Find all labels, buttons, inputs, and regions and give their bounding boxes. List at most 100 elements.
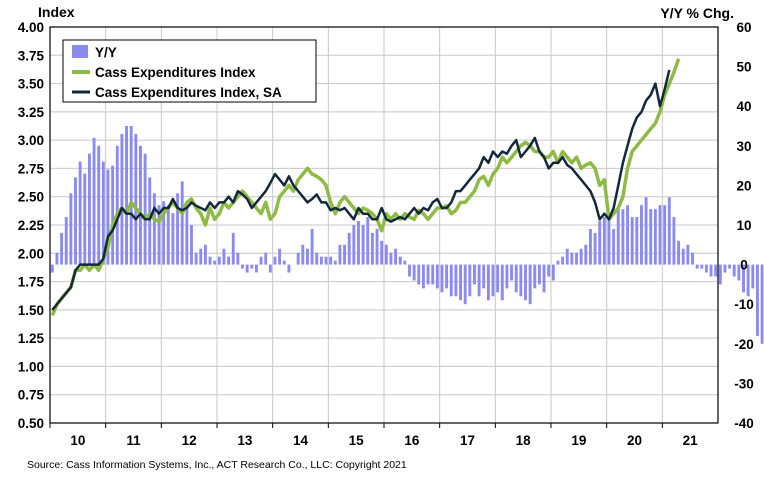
yy-bar	[310, 228, 314, 265]
yy-bar	[199, 248, 203, 265]
yy-bar	[653, 209, 657, 265]
yy-bar	[357, 221, 360, 265]
yy-bar	[370, 232, 374, 265]
yy-bar	[329, 256, 333, 265]
left-tick-label: 3.00	[18, 133, 44, 148]
x-tick-label: 15	[349, 433, 365, 448]
yy-bar	[227, 256, 231, 265]
right-tick-label: -30	[734, 376, 754, 391]
yy-bar	[403, 260, 407, 265]
yy-bar	[157, 205, 161, 265]
cass-index-line	[50, 58, 681, 317]
yy-bar	[92, 137, 96, 265]
yy-bar	[630, 217, 634, 265]
yy-bar	[343, 244, 347, 265]
yy-bar	[723, 264, 727, 273]
yy-bar	[514, 264, 518, 293]
yy-bar	[366, 217, 370, 265]
yy-bar	[74, 177, 77, 265]
yy-bar	[185, 205, 189, 265]
yy-bars	[50, 126, 764, 344]
yy-bar	[500, 264, 504, 301]
yy-bar	[658, 205, 662, 265]
x-tick-label: 12	[182, 433, 197, 448]
cass-index-sa-line	[51, 69, 671, 311]
right-tick-label: -40	[734, 416, 754, 431]
yy-bar	[760, 264, 764, 344]
left-tick-label: 1.25	[18, 331, 45, 346]
left-tick-label: 3.25	[18, 105, 45, 120]
left-tick-label: 1.50	[18, 303, 44, 318]
yy-bar	[468, 264, 472, 297]
yy-bar	[347, 232, 351, 265]
x-axis: 10 11 12 13 14 15 16 17 18 19 20 21	[49, 423, 699, 448]
yy-bar	[208, 256, 212, 265]
yy-bar	[510, 264, 514, 281]
right-tick-label: 20	[736, 178, 751, 193]
yy-bar	[644, 197, 648, 265]
yy-bar	[129, 126, 133, 265]
yy-bar	[417, 264, 421, 285]
x-tick-label: 10	[70, 433, 85, 448]
yy-bar	[695, 264, 699, 269]
yy-bar	[301, 244, 305, 265]
right-tick-label: 60	[736, 20, 751, 35]
yy-bar	[111, 165, 115, 265]
yy-bar	[245, 264, 249, 273]
yy-bar	[588, 228, 592, 265]
right-axis: -40 -30 -20 -10 0 10 20 30 40 50 60	[734, 20, 754, 431]
yy-bar	[732, 264, 736, 277]
left-tick-label: 3.50	[18, 77, 44, 92]
yy-bar	[97, 145, 101, 265]
yy-bar	[746, 264, 750, 297]
yy-bar	[231, 232, 235, 265]
yy-bar	[338, 244, 342, 265]
yy-bar	[55, 252, 59, 265]
yy-bar	[315, 252, 319, 265]
yy-bar	[222, 248, 226, 265]
x-tick-label: 16	[404, 433, 420, 448]
yy-bar	[384, 244, 388, 265]
x-tick-label: 20	[627, 433, 642, 448]
yy-bar	[152, 193, 156, 265]
left-tick-label: 2.00	[18, 246, 44, 261]
yy-bar	[287, 264, 291, 273]
left-tick-label: 4.00	[18, 20, 44, 35]
yy-bar	[579, 248, 583, 265]
yy-bar	[50, 264, 54, 273]
yy-bar	[333, 260, 337, 265]
yy-bar	[431, 264, 435, 285]
yy-bar	[375, 228, 379, 265]
yy-bar	[69, 193, 73, 265]
yy-bar	[491, 264, 495, 297]
yy-bar	[408, 264, 411, 277]
yy-bar	[143, 153, 147, 265]
yy-bar	[691, 252, 694, 265]
yy-bar	[166, 205, 170, 265]
yy-bar	[593, 232, 597, 265]
yy-bar	[264, 252, 268, 265]
yy-bar	[565, 248, 569, 265]
yy-bar	[496, 264, 500, 293]
yy-bar	[561, 256, 565, 265]
yy-bar	[87, 153, 91, 265]
yy-bar	[101, 161, 105, 265]
yy-bar	[616, 209, 620, 265]
right-tick-label: 30	[736, 139, 751, 154]
yy-bar	[663, 205, 667, 265]
yy-bar	[681, 248, 685, 265]
x-tick-label: 13	[237, 433, 253, 448]
yy-bar	[203, 244, 207, 265]
yy-bar	[134, 133, 138, 265]
yy-bar	[389, 252, 393, 265]
yy-bar	[421, 264, 425, 289]
yy-bar	[751, 264, 755, 289]
yy-bar	[700, 264, 704, 269]
yy-bar	[426, 264, 430, 285]
x-tick-label: 14	[293, 433, 309, 448]
right-tick-label: 40	[736, 99, 751, 114]
x-tick-label: 21	[683, 433, 699, 448]
yy-bar	[473, 264, 476, 285]
right-tick-label: -10	[734, 297, 754, 312]
left-tick-label: 1.00	[18, 359, 44, 374]
